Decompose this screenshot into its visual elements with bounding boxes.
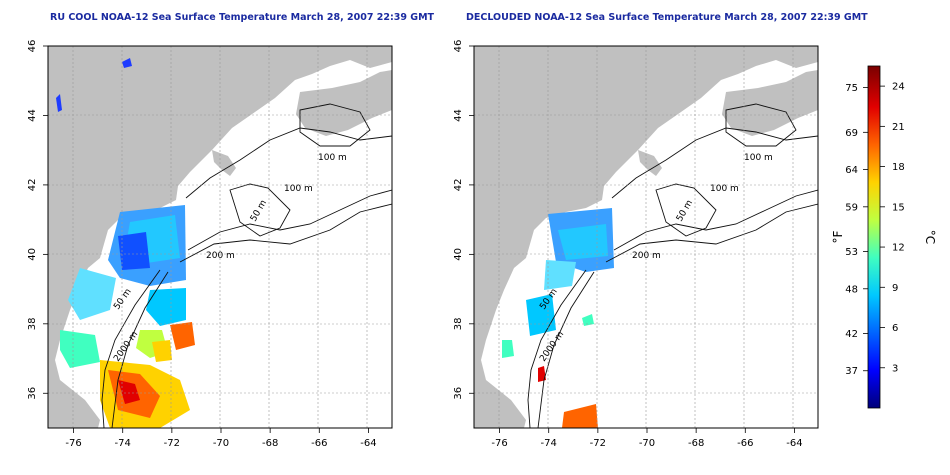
fahrenheit-tick-label: 53 (845, 247, 858, 258)
x-tick-label: -74 (115, 438, 131, 449)
right-y-axis: 46 44 42 40 38 36 (453, 40, 474, 400)
celsius-ticks: 24 21 18 15 12 9 6 3 (880, 82, 905, 374)
y-tick-label: 42 (453, 179, 464, 192)
x-tick-label: -66 (311, 438, 327, 449)
left-sst-data (56, 58, 195, 428)
fahrenheit-tick-label: 59 (845, 202, 858, 213)
celsius-tick-label: 15 (892, 202, 905, 213)
right-bathymetry-contours (527, 103, 818, 428)
y-tick-label: 46 (27, 40, 38, 53)
right-cape-cod (638, 150, 662, 176)
left-land-mass (48, 46, 392, 428)
left-graticule (48, 46, 392, 428)
left-contour-label: 100 m (284, 184, 313, 194)
right-contour-label: 200 m (632, 251, 661, 261)
celsius-tick-label: 24 (892, 82, 905, 93)
left-map-panel: 100 m 100 m 50 m 200 m 50 m 2000 m -76 -7… (27, 40, 393, 449)
left-contour-label: 200 m (206, 251, 235, 261)
y-tick-label: 44 (27, 109, 38, 122)
right-contour-label: 100 m (710, 184, 739, 194)
x-tick-label: -74 (541, 438, 557, 449)
y-tick-label: 38 (453, 317, 464, 330)
x-tick-label: -68 (262, 438, 278, 449)
left-y-axis: 46 44 42 40 38 36 (27, 40, 48, 400)
left-bathymetry-contours (101, 103, 392, 428)
x-tick-label: -64 (360, 438, 376, 449)
fahrenheit-tick-label: 64 (845, 165, 858, 176)
fahrenheit-unit-label: °F (831, 230, 845, 243)
y-tick-label: 36 (27, 387, 38, 400)
celsius-tick-label: 9 (892, 283, 898, 294)
right-map-title: DECLOUDED NOAA-12 Sea Surface Temperatur… (466, 12, 868, 23)
y-tick-label: 38 (27, 317, 38, 330)
y-tick-label: 40 (453, 248, 464, 261)
x-tick-label: -76 (491, 438, 507, 449)
left-map-frame (47, 45, 393, 429)
left-x-axis: -76 -74 -72 -70 -68 -66 -64 (65, 428, 377, 449)
y-tick-label: 42 (27, 179, 38, 192)
y-tick-label: 44 (453, 109, 464, 122)
left-nova-scotia (296, 70, 392, 136)
celsius-tick-label: 18 (892, 162, 905, 173)
x-tick-label: -70 (639, 438, 655, 449)
celsius-tick-label: 12 (892, 243, 905, 254)
fahrenheit-tick-label: 37 (845, 366, 858, 377)
right-map-frame (473, 45, 819, 429)
x-tick-label: -64 (786, 438, 802, 449)
x-tick-label: -66 (737, 438, 753, 449)
y-tick-label: 40 (27, 248, 38, 261)
colorbar-gradient (867, 65, 881, 409)
celsius-tick-label: 21 (892, 122, 905, 133)
fahrenheit-tick-label: 69 (845, 128, 858, 139)
right-x-axis: -76 -74 -72 -70 -68 -66 -64 (491, 428, 803, 449)
fahrenheit-tick-label: 48 (845, 284, 858, 295)
right-nova-scotia (722, 70, 818, 136)
temperature-colorbar: °F °C 75 69 64 59 53 48 42 37 24 21 18 15 12 9 6 3 (831, 65, 937, 409)
y-tick-label: 36 (453, 387, 464, 400)
right-sst-data (502, 208, 614, 428)
x-tick-label: -70 (213, 438, 229, 449)
y-tick-label: 46 (453, 40, 464, 53)
fahrenheit-ticks: 75 69 64 59 53 48 42 37 (845, 83, 868, 377)
right-map-panel: 100 m 100 m 50 m 200 m 50 m 2000 m -76 -7… (453, 40, 819, 449)
celsius-tick-label: 6 (892, 323, 898, 334)
left-contour-label: 100 m (318, 153, 347, 163)
right-graticule (474, 46, 818, 428)
fahrenheit-tick-label: 75 (845, 83, 858, 94)
fahrenheit-tick-label: 42 (845, 329, 858, 340)
x-tick-label: -72 (164, 438, 180, 449)
right-land-mass (474, 46, 818, 428)
celsius-unit-label: °C (923, 230, 937, 244)
x-tick-label: -68 (688, 438, 704, 449)
x-tick-label: -76 (65, 438, 81, 449)
celsius-tick-label: 3 (892, 363, 898, 374)
left-cape-cod (212, 150, 236, 176)
right-contour-label: 100 m (744, 153, 773, 163)
x-tick-label: -72 (590, 438, 606, 449)
left-map-title: RU COOL NOAA-12 Sea Surface Temperature … (50, 12, 435, 23)
